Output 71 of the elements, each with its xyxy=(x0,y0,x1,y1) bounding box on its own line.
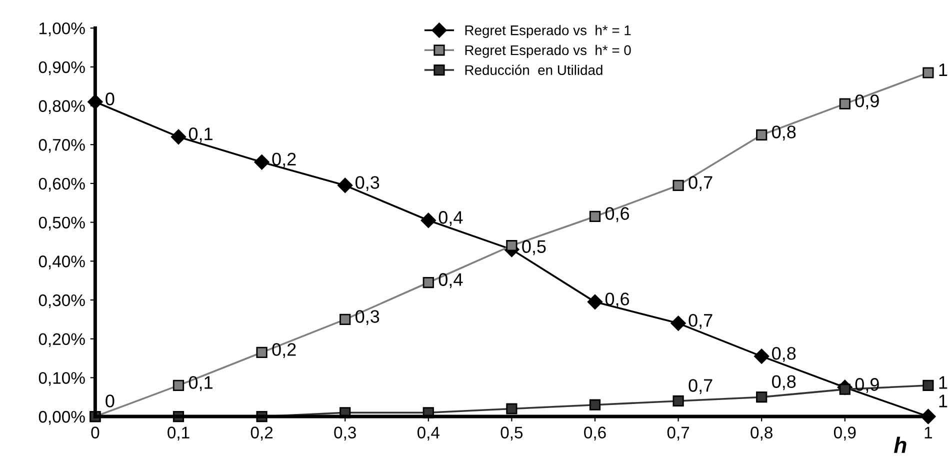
annotation: 0,3 xyxy=(356,310,380,325)
y-tick-label: 0,40% xyxy=(38,256,85,270)
annotation: 1 xyxy=(939,394,948,408)
annotation: 0,6 xyxy=(605,207,630,222)
y-tick-label: 0,80% xyxy=(38,100,85,114)
point xyxy=(922,380,934,391)
y-tick-label: 0,90% xyxy=(38,61,85,76)
point xyxy=(254,154,270,170)
y-tick-label: 0,70% xyxy=(38,139,85,153)
point xyxy=(839,98,850,110)
point xyxy=(754,348,770,364)
annotation: 0,8 xyxy=(772,126,796,140)
point xyxy=(587,294,603,310)
point xyxy=(256,346,268,358)
point xyxy=(506,403,518,414)
annotation: 0,4 xyxy=(438,273,463,288)
legend-label: Regret Esperado vs h* = 0 xyxy=(465,44,631,58)
annotation: 0 xyxy=(106,92,114,106)
legend-label: Regret Esperado vs h* = 1 xyxy=(465,25,631,38)
x-tick-label: 0,7 xyxy=(667,426,690,440)
annotation: 0,1 xyxy=(188,376,212,392)
y-tick-label: 0,50% xyxy=(38,216,85,230)
annotation: 0,7 xyxy=(688,176,712,191)
point xyxy=(589,399,601,410)
x-tick-label: 0,1 xyxy=(168,426,190,440)
point xyxy=(170,129,186,144)
annotation: 0,5 xyxy=(522,240,546,256)
point xyxy=(756,392,768,403)
y-tick-label: 0,30% xyxy=(38,294,85,308)
annotation: 0,9 xyxy=(855,94,879,110)
annotation: 0,8 xyxy=(772,375,796,390)
annotation: 1 xyxy=(939,376,948,389)
annotation: 0,8 xyxy=(772,346,796,362)
annotation: 0,2 xyxy=(272,343,296,358)
x-tick-label: 0,8 xyxy=(750,426,772,440)
point xyxy=(338,178,353,193)
point xyxy=(420,212,436,228)
x-tick-label: 0,4 xyxy=(417,426,440,440)
y-tick-label: 0,20% xyxy=(38,333,85,348)
x-axis-title: h xyxy=(894,436,906,453)
point xyxy=(756,129,768,140)
y-tick-label: 0,10% xyxy=(38,372,85,386)
point xyxy=(589,210,601,222)
point xyxy=(670,316,686,331)
point xyxy=(672,180,684,191)
annotation: 0,2 xyxy=(272,152,296,168)
point xyxy=(422,276,434,288)
annotation: 0 xyxy=(106,394,114,408)
x-tick-label: 0,3 xyxy=(334,426,356,440)
point xyxy=(506,240,518,252)
annotation: 0,4 xyxy=(438,211,463,226)
x-tick-label: 0,6 xyxy=(584,426,606,440)
y-tick-label: 0,00% xyxy=(38,410,85,425)
point xyxy=(340,314,351,325)
point xyxy=(922,67,934,78)
annotation: 0,7 xyxy=(688,314,712,329)
annotation: 0,3 xyxy=(356,176,380,191)
annotation: 0,6 xyxy=(605,292,630,308)
x-tick-label: 0,5 xyxy=(500,426,523,440)
legend-label: Reducción en Utilidad xyxy=(465,64,602,76)
x-tick-label: 0,2 xyxy=(250,426,273,440)
annotation: 0,1 xyxy=(188,128,212,142)
point xyxy=(672,395,684,407)
x-tick-label: 0 xyxy=(91,426,100,438)
y-tick-label: 1,00% xyxy=(39,22,85,36)
annotation: 1 xyxy=(939,64,948,76)
annotation: 0,7 xyxy=(688,379,712,394)
point xyxy=(172,380,184,391)
y-tick-label: 0,60% xyxy=(38,178,85,192)
x-tick-label: 1 xyxy=(924,426,932,438)
x-tick-label: 0,9 xyxy=(834,426,856,440)
